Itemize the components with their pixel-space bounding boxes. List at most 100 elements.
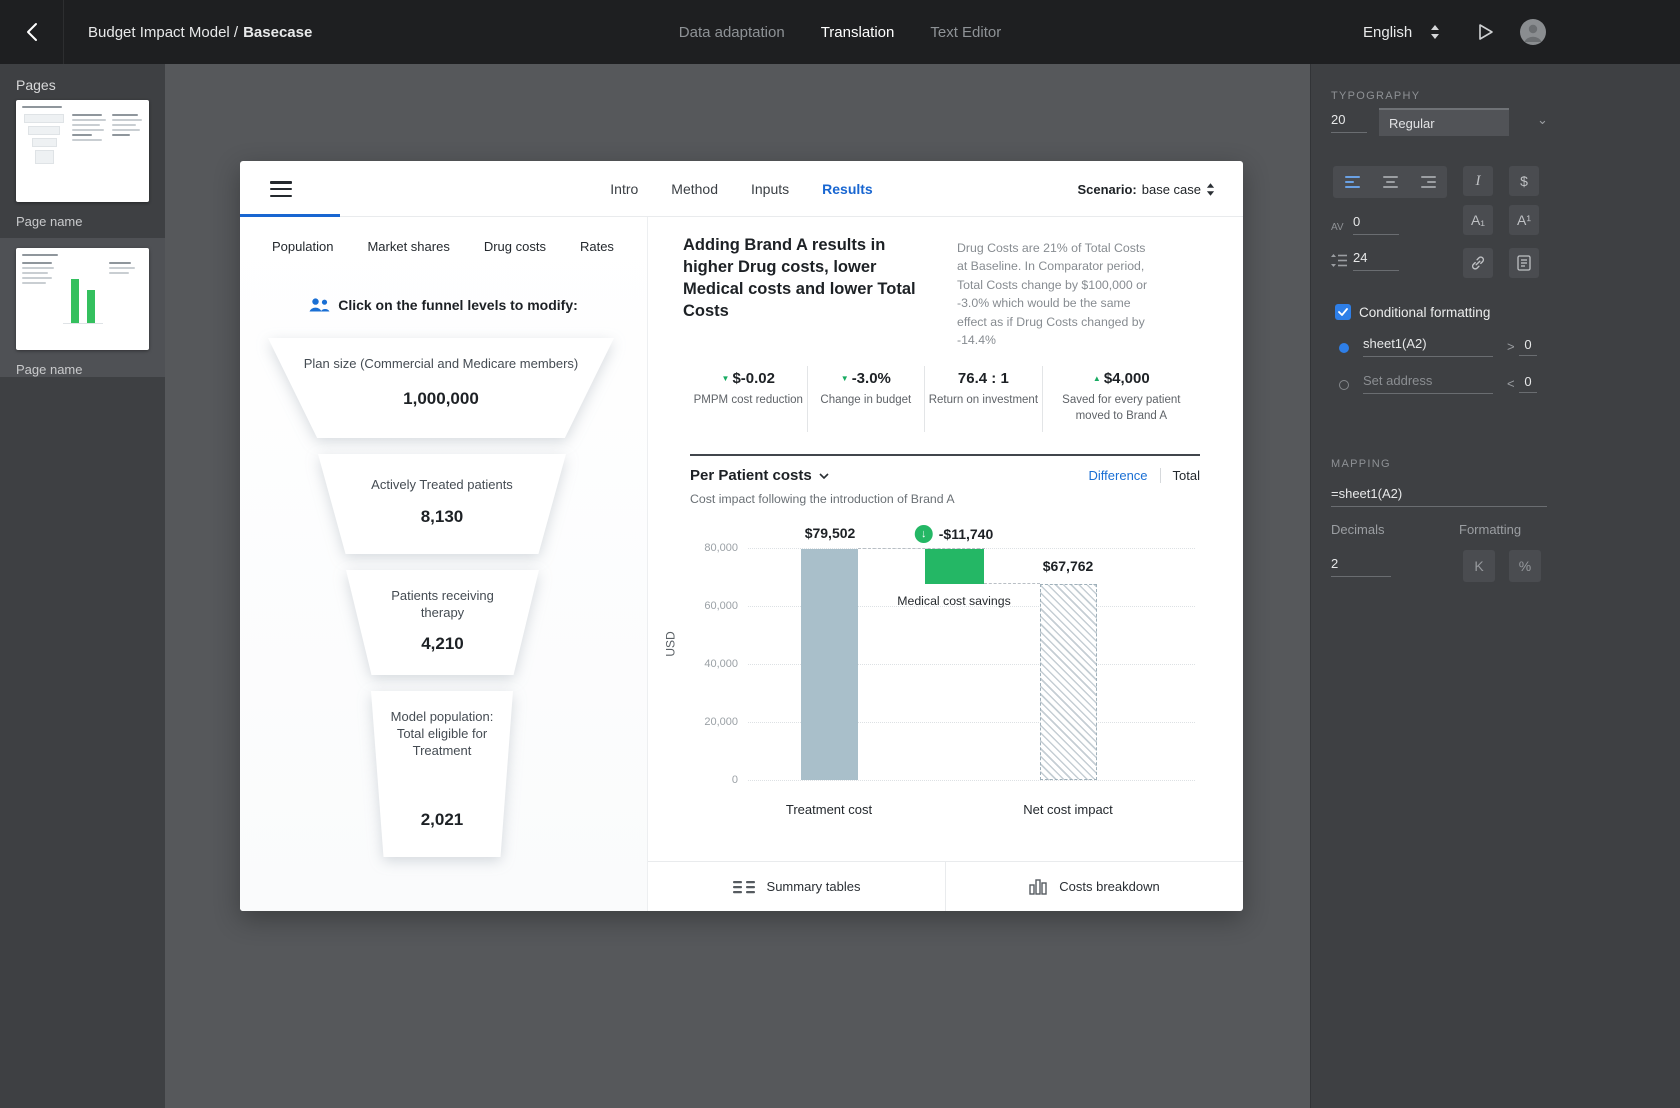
link-button[interactable] [1463,248,1493,278]
align-center-icon [1382,176,1398,188]
funnel-level-model-population[interactable]: Model population: Total eligible for Tre… [371,691,513,857]
app-tab-intro[interactable]: Intro [610,181,639,197]
treatment-cost-bar[interactable] [801,549,858,780]
funnel-level-label: Plan size (Commercial and Medicare membe… [303,356,579,371]
page-item-1[interactable]: Page name [0,92,165,232]
kpi-saved-per-patient: ▲ $4,000 Saved for every patient moved to… [1041,366,1200,432]
net-cost-impact-bar[interactable] [1040,583,1097,780]
app-nav-tabs: Intro Method Inputs Results [610,161,872,217]
active-tab-underline [240,214,340,217]
funnel-level-label: Actively Treated patients [371,477,513,492]
user-avatar[interactable] [1520,19,1546,50]
tab-drug-costs[interactable]: Drug costs [483,239,546,254]
costs-breakdown-label: Costs breakdown [1059,879,1160,894]
font-weight-dropdown[interactable]: Regular [1379,108,1509,136]
funnel-level-value: 4,210 [421,633,464,653]
medical-savings-bar[interactable] [925,549,984,584]
page-thumbnail-1[interactable] [16,100,149,202]
kpi-label: Saved for every patient moved to Brand A [1062,394,1181,422]
funnel-instruction: Click on the funnel levels to modify: [240,297,647,313]
funnel-level-receiving-therapy[interactable]: Patients receiving therapy 4,210 [346,570,539,675]
editor-canvas: Intro Method Inputs Results Scenario: ba… [165,64,1310,1108]
rule-2-address-input[interactable]: Set address [1363,373,1493,394]
rule-1-indicator-dot[interactable] [1339,343,1349,353]
y-tick: 40,000 [704,658,738,670]
funnel-level-label: Patients receiving therapy [391,588,494,620]
mapping-heading: MAPPING [1331,458,1391,470]
rule-2-value-input[interactable]: 0 [1519,374,1537,393]
font-size-input[interactable]: 20 [1331,112,1367,133]
tab-text-editor[interactable]: Text Editor [930,23,1002,41]
check-icon [1338,308,1348,316]
text-block-button[interactable] [1509,248,1539,278]
currency-format-button[interactable]: $ [1509,166,1539,196]
percent-format-button[interactable]: % [1509,550,1541,582]
y-tick: 0 [731,774,738,786]
conditional-formatting-checkbox[interactable] [1335,304,1351,320]
kpi-value: $4,000 [1103,370,1150,387]
kpi-budget-change: ▼ -3.0% Change in budget [806,366,925,432]
rule-2-indicator-dot[interactable] [1339,380,1349,390]
funnel-level-plan-size[interactable]: Plan size (Commercial and Medicare membe… [268,338,614,438]
menu-icon[interactable] [270,181,292,197]
thumb-funnel-art [22,112,66,164]
rule-1-address-input[interactable]: sheet1(A2) [1363,336,1493,357]
thumb-bars-art [62,260,103,324]
topbar: Budget Impact Model / Basecase Data adap… [0,0,1680,64]
mapping-formula-input[interactable]: =sheet1(A2) [1331,486,1547,507]
language-selector[interactable]: English [1363,0,1412,64]
costs-breakdown-button[interactable]: Costs breakdown [945,862,1243,911]
language-sort-arrows-icon[interactable] [1430,25,1440,44]
page-item-2[interactable]: Page name [0,238,165,377]
italic-button[interactable]: I [1463,166,1493,196]
section-divider [690,454,1200,456]
chart-title-dropdown[interactable]: Per Patient costs [690,467,829,484]
treatment-cost-value: $79,502 [804,525,856,542]
funnel-level-actively-treated[interactable]: Actively Treated patients 8,130 [318,454,566,554]
funnel-level-value: 8,130 [420,506,464,526]
letter-spacing-label: AV [1331,222,1344,233]
align-left-icon [1344,176,1360,188]
app-tab-inputs[interactable]: Inputs [751,181,790,197]
kpi-value: -3.0% [851,370,891,387]
tab-rates[interactable]: Rates [579,239,614,254]
page-label-2: Page name [16,362,83,377]
chart-title: Per Patient costs [690,467,812,484]
toggle-total[interactable]: Total [1172,468,1200,483]
letter-spacing-input[interactable]: 0 [1353,214,1399,235]
line-height-icon [1331,254,1347,267]
toggle-difference[interactable]: Difference [1088,468,1148,483]
decimals-input[interactable]: 2 [1331,556,1391,577]
funnel-instruction-text: Click on the funnel levels to modify: [338,297,578,313]
tab-market-shares[interactable]: Market shares [367,239,450,254]
line-height-input[interactable]: 24 [1353,250,1399,271]
document-icon [1517,255,1531,271]
rule-1-value-input[interactable]: 0 [1519,337,1537,356]
funnel-level-value: 2,021 [420,809,464,829]
thousands-format-button[interactable]: K [1463,550,1495,582]
tab-translation[interactable]: Translation [820,23,895,41]
tab-data-adaptation[interactable]: Data adaptation [678,23,785,41]
tab-population[interactable]: Population [272,239,334,254]
summary-tables-label: Summary tables [766,879,861,894]
trend-up-icon: ▲ [1092,374,1101,383]
scenario-selector[interactable]: Scenario: base case [1077,161,1215,217]
back-button[interactable] [0,0,64,64]
subscript-button[interactable]: A₁ [1463,205,1493,235]
typography-heading: TYPOGRAPHY [1331,90,1421,102]
align-left-button[interactable] [1333,166,1371,198]
app-tab-method[interactable]: Method [671,181,718,197]
align-right-button[interactable] [1409,166,1447,198]
app-tab-results[interactable]: Results [822,181,873,197]
superscript-button[interactable]: A¹ [1509,205,1539,235]
font-weight-chevron-icon[interactable]: ⌄ [1537,112,1548,127]
text-align-group [1333,166,1447,198]
connector-line-bottom [984,582,1040,584]
page-thumbnail-2[interactable] [16,248,149,350]
page-label-1: Page name [16,214,83,229]
summary-tables-button[interactable]: Summary tables [648,862,945,911]
input-tabs: Population Market shares Drug costs Rate… [272,239,614,254]
preview-play-button[interactable] [1475,22,1495,47]
rule-1-operator: > [1507,339,1515,354]
align-center-button[interactable] [1371,166,1409,198]
